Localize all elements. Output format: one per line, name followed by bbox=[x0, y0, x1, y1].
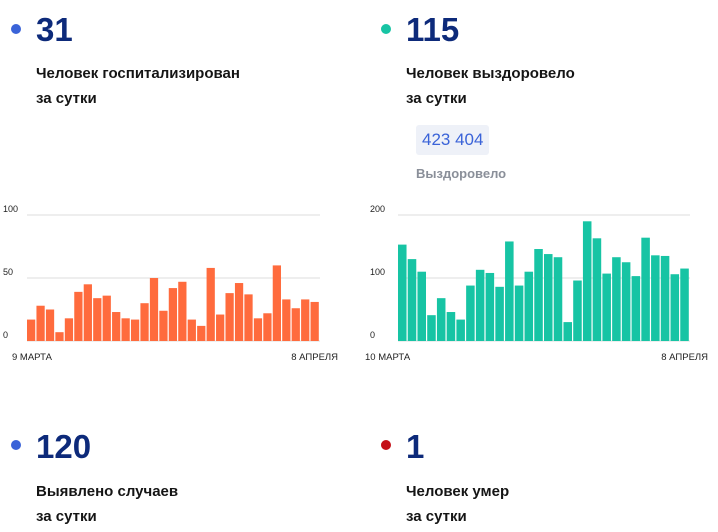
bar bbox=[130, 319, 140, 341]
bar bbox=[93, 298, 102, 341]
bar bbox=[102, 295, 111, 341]
bar bbox=[282, 299, 291, 341]
recovered-bar-chart: 200 100 0 10 МАРТА 8 АПРЕЛЯ bbox=[365, 205, 708, 363]
y-tick-label: 0 bbox=[370, 330, 375, 340]
deaths-caption-line2: за сутки bbox=[406, 508, 467, 525]
bar bbox=[140, 303, 149, 341]
bar bbox=[573, 280, 582, 341]
recovered-caption-line2: за сутки bbox=[406, 90, 467, 107]
bar bbox=[263, 313, 272, 341]
bar bbox=[417, 271, 426, 341]
bar bbox=[253, 318, 263, 341]
hospitalized-value: 31 bbox=[36, 11, 73, 48]
deaths-value: 1 bbox=[406, 428, 425, 465]
bar bbox=[206, 267, 215, 341]
bar bbox=[301, 299, 310, 341]
recovered-value: 115 bbox=[406, 11, 460, 48]
bar bbox=[621, 262, 631, 341]
bar bbox=[592, 238, 602, 341]
bar bbox=[466, 285, 475, 341]
bar bbox=[680, 268, 689, 341]
bar bbox=[272, 265, 281, 341]
hospitalized-caption-line1: Человек госпитализирован bbox=[36, 65, 240, 82]
bar bbox=[670, 274, 680, 341]
bar bbox=[112, 312, 121, 341]
recovered-total-badge: 423 404 bbox=[416, 125, 490, 155]
bar bbox=[651, 255, 660, 341]
bar bbox=[74, 291, 83, 341]
bar bbox=[495, 286, 504, 341]
cases-caption-line1: Выявлено случаев bbox=[36, 483, 179, 500]
bar bbox=[505, 241, 514, 341]
cases-value: 120 bbox=[36, 428, 92, 465]
x-end-label: 8 АПРЕЛЯ bbox=[291, 352, 338, 363]
bar bbox=[514, 285, 524, 341]
bar bbox=[234, 283, 244, 341]
x-start-label: 10 МАРТА bbox=[365, 352, 411, 363]
recovered-total-label: Выздоровело bbox=[416, 166, 507, 181]
bar bbox=[446, 312, 456, 341]
bar bbox=[83, 284, 92, 341]
deaths-dot bbox=[381, 440, 391, 450]
y-tick-label: 100 bbox=[3, 205, 18, 214]
bar bbox=[225, 293, 234, 341]
bar bbox=[310, 301, 319, 341]
hospitalized-caption-line2: за сутки bbox=[36, 90, 97, 107]
bar bbox=[456, 319, 465, 341]
bar bbox=[660, 255, 670, 341]
bar bbox=[641, 237, 650, 341]
bar bbox=[407, 259, 417, 341]
bar bbox=[216, 314, 225, 341]
bar bbox=[524, 271, 534, 341]
bar bbox=[485, 272, 495, 341]
recovered-caption-line1: Человек выздоровело bbox=[406, 65, 575, 82]
cases-caption-line2: за сутки bbox=[36, 508, 97, 525]
bar bbox=[121, 318, 130, 341]
bar bbox=[27, 319, 36, 341]
bar bbox=[291, 308, 300, 341]
y-tick-label: 200 bbox=[370, 205, 385, 214]
y-tick-label: 100 bbox=[370, 267, 385, 277]
x-start-label: 9 МАРТА bbox=[12, 352, 53, 363]
y-tick-label: 0 bbox=[3, 330, 8, 340]
bar bbox=[45, 309, 55, 341]
bar bbox=[631, 276, 641, 341]
bar bbox=[553, 257, 563, 341]
bar bbox=[64, 318, 74, 341]
bar bbox=[475, 269, 485, 341]
bar bbox=[612, 257, 621, 341]
bar bbox=[168, 288, 178, 341]
bar bbox=[544, 254, 553, 341]
bar bbox=[563, 322, 572, 341]
bar bbox=[55, 332, 64, 341]
bar bbox=[149, 278, 159, 341]
x-end-label: 8 АПРЕЛЯ bbox=[661, 352, 708, 363]
hospitalized-dot bbox=[11, 24, 21, 34]
bar bbox=[36, 305, 45, 341]
bar bbox=[159, 310, 168, 341]
y-tick-label: 50 bbox=[3, 267, 13, 277]
cases-dot bbox=[11, 440, 21, 450]
bar bbox=[244, 294, 253, 341]
bar bbox=[534, 249, 543, 341]
bar bbox=[436, 298, 446, 341]
bar bbox=[178, 281, 187, 341]
bar bbox=[197, 325, 206, 341]
bar bbox=[427, 315, 436, 341]
recovered-dot bbox=[381, 24, 391, 34]
bar bbox=[187, 319, 196, 341]
bar bbox=[582, 221, 592, 341]
bar bbox=[398, 244, 407, 341]
hospitalized-bar-chart: 100 50 0 9 МАРТА 8 АПРЕЛЯ bbox=[3, 205, 338, 363]
bar bbox=[602, 273, 611, 341]
deaths-caption-line1: Человек умер bbox=[406, 483, 510, 500]
